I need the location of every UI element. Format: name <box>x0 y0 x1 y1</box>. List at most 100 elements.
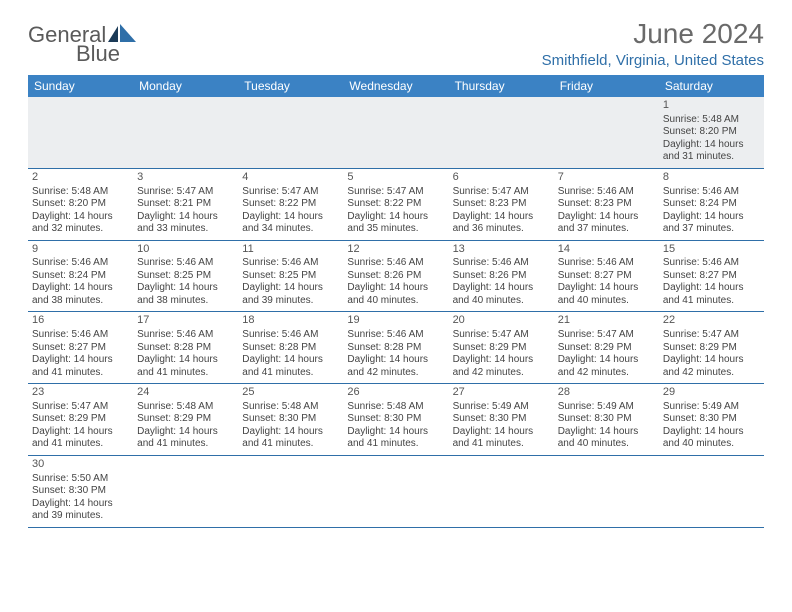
daylight-line1: Daylight: 14 hours <box>32 211 129 224</box>
calendar-day: 7Sunrise: 5:46 AMSunset: 8:23 PMDaylight… <box>554 169 659 240</box>
sunset-line: Sunset: 8:30 PM <box>347 413 444 426</box>
calendar-day: 22Sunrise: 5:47 AMSunset: 8:29 PMDayligh… <box>659 312 764 383</box>
daylight-line1: Daylight: 14 hours <box>137 211 234 224</box>
daylight-line2: and 36 minutes. <box>453 223 550 236</box>
calendar-day: 30Sunrise: 5:50 AMSunset: 8:30 PMDayligh… <box>28 456 133 527</box>
sunset-line: Sunset: 8:28 PM <box>242 342 339 355</box>
sunset-line: Sunset: 8:24 PM <box>663 198 760 211</box>
daylight-line1: Daylight: 14 hours <box>453 282 550 295</box>
daylight-line1: Daylight: 14 hours <box>663 426 760 439</box>
weekday-header: Wednesday <box>343 75 448 97</box>
daylight-line2: and 40 minutes. <box>347 295 444 308</box>
daylight-line2: and 41 minutes. <box>137 438 234 451</box>
daylight-line1: Daylight: 14 hours <box>663 139 760 152</box>
title-block: June 2024 Smithfield, Virginia, United S… <box>542 18 764 69</box>
daylight-line1: Daylight: 14 hours <box>242 426 339 439</box>
calendar-week: 2Sunrise: 5:48 AMSunset: 8:20 PMDaylight… <box>28 169 764 241</box>
daylight-line2: and 41 minutes. <box>242 438 339 451</box>
sunrise-line: Sunrise: 5:47 AM <box>453 186 550 199</box>
weekday-header: Saturday <box>659 75 764 97</box>
daylight-line2: and 37 minutes. <box>558 223 655 236</box>
weekday-header: Tuesday <box>238 75 343 97</box>
sunrise-line: Sunrise: 5:46 AM <box>242 329 339 342</box>
sunset-line: Sunset: 8:25 PM <box>242 270 339 283</box>
calendar-day: 1Sunrise: 5:48 AMSunset: 8:20 PMDaylight… <box>659 97 764 168</box>
daylight-line1: Daylight: 14 hours <box>453 211 550 224</box>
daylight-line1: Daylight: 14 hours <box>347 211 444 224</box>
daylight-line1: Daylight: 14 hours <box>32 282 129 295</box>
daylight-line1: Daylight: 14 hours <box>453 426 550 439</box>
calendar-day: 12Sunrise: 5:46 AMSunset: 8:26 PMDayligh… <box>343 241 448 312</box>
calendar-day-empty <box>28 97 133 168</box>
sunrise-line: Sunrise: 5:46 AM <box>558 186 655 199</box>
daylight-line1: Daylight: 14 hours <box>663 211 760 224</box>
daylight-line2: and 42 minutes. <box>558 367 655 380</box>
sunset-line: Sunset: 8:25 PM <box>137 270 234 283</box>
daylight-line2: and 38 minutes. <box>32 295 129 308</box>
sunrise-line: Sunrise: 5:49 AM <box>558 401 655 414</box>
sunset-line: Sunset: 8:24 PM <box>32 270 129 283</box>
calendar-day: 28Sunrise: 5:49 AMSunset: 8:30 PMDayligh… <box>554 384 659 455</box>
daylight-line2: and 40 minutes. <box>663 438 760 451</box>
daylight-line1: Daylight: 14 hours <box>558 426 655 439</box>
calendar: SundayMondayTuesdayWednesdayThursdayFrid… <box>28 75 764 528</box>
daylight-line2: and 41 minutes. <box>137 367 234 380</box>
daylight-line2: and 39 minutes. <box>242 295 339 308</box>
month-title: June 2024 <box>542 18 764 50</box>
daylight-line1: Daylight: 14 hours <box>242 211 339 224</box>
sunset-line: Sunset: 8:30 PM <box>242 413 339 426</box>
calendar-day: 26Sunrise: 5:48 AMSunset: 8:30 PMDayligh… <box>343 384 448 455</box>
calendar-day: 23Sunrise: 5:47 AMSunset: 8:29 PMDayligh… <box>28 384 133 455</box>
day-number: 25 <box>242 386 339 400</box>
sunset-line: Sunset: 8:20 PM <box>32 198 129 211</box>
sunset-line: Sunset: 8:27 PM <box>558 270 655 283</box>
sunrise-line: Sunrise: 5:46 AM <box>242 257 339 270</box>
daylight-line1: Daylight: 14 hours <box>558 354 655 367</box>
logo: General Blue <box>28 24 138 65</box>
day-number: 26 <box>347 386 444 400</box>
calendar-day: 2Sunrise: 5:48 AMSunset: 8:20 PMDaylight… <box>28 169 133 240</box>
calendar-day: 27Sunrise: 5:49 AMSunset: 8:30 PMDayligh… <box>449 384 554 455</box>
sunset-line: Sunset: 8:26 PM <box>453 270 550 283</box>
sunrise-line: Sunrise: 5:47 AM <box>453 329 550 342</box>
calendar-day: 11Sunrise: 5:46 AMSunset: 8:25 PMDayligh… <box>238 241 343 312</box>
weekday-header: Friday <box>554 75 659 97</box>
calendar-day: 21Sunrise: 5:47 AMSunset: 8:29 PMDayligh… <box>554 312 659 383</box>
calendar-day: 29Sunrise: 5:49 AMSunset: 8:30 PMDayligh… <box>659 384 764 455</box>
calendar-day: 15Sunrise: 5:46 AMSunset: 8:27 PMDayligh… <box>659 241 764 312</box>
calendar-day-empty <box>238 456 343 527</box>
daylight-line1: Daylight: 14 hours <box>347 282 444 295</box>
weekday-header: Monday <box>133 75 238 97</box>
day-number: 8 <box>663 171 760 185</box>
day-number: 19 <box>347 314 444 328</box>
calendar-day: 25Sunrise: 5:48 AMSunset: 8:30 PMDayligh… <box>238 384 343 455</box>
day-number: 7 <box>558 171 655 185</box>
sunset-line: Sunset: 8:30 PM <box>453 413 550 426</box>
calendar-day: 17Sunrise: 5:46 AMSunset: 8:28 PMDayligh… <box>133 312 238 383</box>
daylight-line2: and 41 minutes. <box>32 367 129 380</box>
calendar-day: 19Sunrise: 5:46 AMSunset: 8:28 PMDayligh… <box>343 312 448 383</box>
daylight-line2: and 35 minutes. <box>347 223 444 236</box>
calendar-week: 16Sunrise: 5:46 AMSunset: 8:27 PMDayligh… <box>28 312 764 384</box>
calendar-day: 3Sunrise: 5:47 AMSunset: 8:21 PMDaylight… <box>133 169 238 240</box>
daylight-line2: and 41 minutes. <box>663 295 760 308</box>
sunrise-line: Sunrise: 5:48 AM <box>242 401 339 414</box>
daylight-line2: and 40 minutes. <box>453 295 550 308</box>
daylight-line2: and 31 minutes. <box>663 151 760 164</box>
sunset-line: Sunset: 8:29 PM <box>137 413 234 426</box>
daylight-line2: and 41 minutes. <box>32 438 129 451</box>
day-number: 21 <box>558 314 655 328</box>
day-number: 1 <box>663 99 760 113</box>
daylight-line1: Daylight: 14 hours <box>32 354 129 367</box>
sunrise-line: Sunrise: 5:48 AM <box>137 401 234 414</box>
weekday-header: Thursday <box>449 75 554 97</box>
daylight-line2: and 41 minutes. <box>453 438 550 451</box>
sunrise-line: Sunrise: 5:47 AM <box>663 329 760 342</box>
day-number: 28 <box>558 386 655 400</box>
calendar-day-empty <box>343 97 448 168</box>
calendar-day-empty <box>343 456 448 527</box>
sunrise-line: Sunrise: 5:46 AM <box>137 257 234 270</box>
sunrise-line: Sunrise: 5:48 AM <box>663 114 760 127</box>
calendar-day: 16Sunrise: 5:46 AMSunset: 8:27 PMDayligh… <box>28 312 133 383</box>
sunset-line: Sunset: 8:30 PM <box>558 413 655 426</box>
